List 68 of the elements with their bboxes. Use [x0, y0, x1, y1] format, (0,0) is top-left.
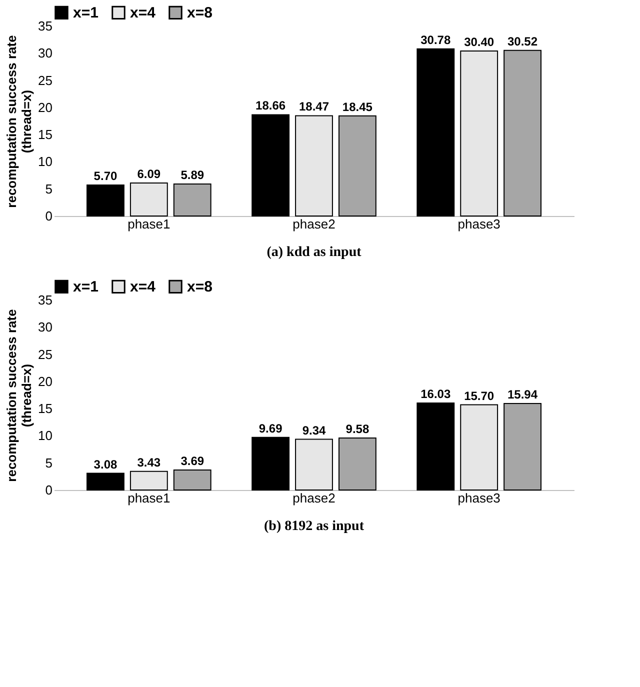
data-label: 18.47 [298, 100, 330, 114]
legend-label: x=8 [187, 4, 212, 22]
bar [460, 50, 498, 216]
x-tick-label: phase1 [128, 216, 170, 232]
data-label: 9.69 [258, 421, 283, 436]
y-axis-title: recomputation success rate (thread=x) [4, 35, 34, 208]
y-tick-label: 20 [38, 100, 52, 115]
y-tick-label: 35 [38, 292, 52, 308]
y-tick-label: 35 [38, 18, 52, 34]
data-label: 3.69 [180, 454, 204, 468]
bar [173, 184, 212, 216]
bar [86, 184, 124, 216]
data-label: 6.09 [137, 166, 161, 181]
y-tick-label: 0 [45, 208, 52, 224]
data-label: 5.70 [94, 169, 118, 184]
data-label: 30.78 [420, 32, 451, 47]
y-tick-label: 25 [38, 72, 52, 88]
bar [504, 402, 542, 490]
y-tick-label: 5 [45, 181, 52, 196]
y-tick-label: 30 [38, 46, 52, 61]
x-tick-label: phase3 [458, 490, 500, 506]
data-label: 30.40 [464, 34, 494, 49]
x-tick-label: phase1 [128, 490, 170, 506]
bar [416, 402, 455, 490]
legend-label: x=1 [73, 4, 98, 22]
x-tick-label: phase3 [458, 216, 500, 232]
bar [252, 114, 290, 216]
bar [504, 50, 542, 216]
data-label: 5.89 [180, 168, 204, 182]
data-label: 18.66 [256, 98, 286, 113]
y-tick-label: 5 [45, 455, 52, 470]
y-axis-title: recomputation success rate (thread=x) [4, 309, 34, 482]
legend-label: x=4 [130, 4, 156, 22]
bar [130, 470, 168, 490]
y-tick-label: 10 [38, 154, 52, 170]
data-label: 3.43 [137, 455, 161, 470]
data-label: 15.94 [508, 387, 538, 402]
y-tick-label: 30 [38, 320, 52, 335]
legend-label: x=1 [73, 278, 98, 296]
legend-label: x=8 [187, 278, 212, 296]
data-label: 30.52 [508, 34, 538, 48]
y-tick-label: 25 [38, 346, 52, 362]
x-tick-label: phase2 [292, 216, 336, 232]
bar [338, 437, 376, 490]
text: (a) kdd as input [266, 245, 362, 260]
bar [252, 436, 290, 490]
bar [338, 115, 376, 216]
y-tick-label: 0 [45, 482, 52, 498]
bar [416, 48, 455, 216]
bar [295, 438, 333, 490]
x-tick-label: phase2 [292, 490, 336, 506]
legend-label: x=4 [130, 278, 156, 296]
bar [173, 469, 212, 490]
y-tick-label: 15 [38, 401, 52, 416]
data-label: 16.03 [420, 386, 451, 401]
data-label: 9.34 [302, 423, 326, 438]
bar [460, 404, 498, 490]
y-tick-label: 15 [38, 127, 52, 142]
text: (b) 8192 as input [264, 519, 364, 534]
data-label: 18.45 [342, 100, 373, 114]
bar [295, 115, 333, 216]
y-tick-label: 10 [38, 428, 52, 444]
bar [86, 472, 124, 490]
data-label: 9.58 [346, 422, 370, 436]
bar [130, 182, 168, 216]
y-tick-label: 20 [38, 374, 52, 389]
data-label: 3.08 [94, 457, 118, 472]
data-label: 15.70 [464, 388, 494, 403]
